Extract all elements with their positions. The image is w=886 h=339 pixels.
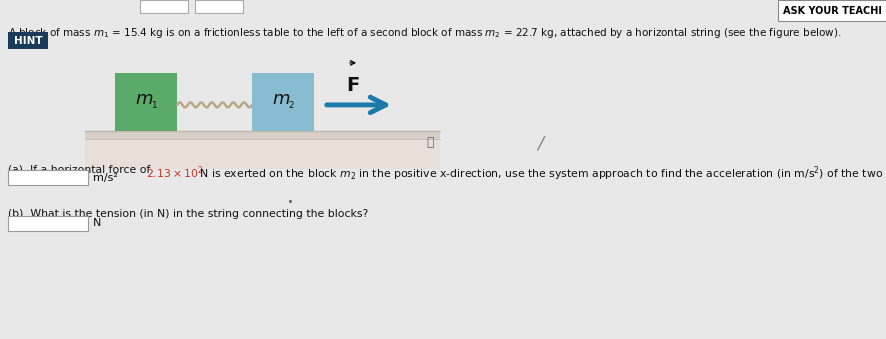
Text: $m$: $m$: [135, 90, 153, 108]
Text: (a)  If a horizontal force of: (a) If a horizontal force of: [8, 164, 154, 174]
Bar: [85, 131, 440, 139]
Text: A block of mass $m_1$ = 15.4 kg is on a frictionless table to the left of a seco: A block of mass $m_1$ = 15.4 kg is on a …: [8, 26, 842, 40]
Bar: [115, 73, 177, 131]
Text: ASK YOUR TEACHI: ASK YOUR TEACHI: [782, 5, 882, 16]
Text: N: N: [93, 219, 101, 228]
Text: /: /: [537, 134, 543, 152]
Bar: [85, 139, 440, 169]
Bar: [252, 73, 314, 131]
Text: $_1$: $_1$: [151, 99, 158, 112]
Bar: [778, 0, 886, 21]
Bar: [195, 0, 243, 13]
Bar: [140, 0, 188, 13]
Text: $2.13 \times 10^2$: $2.13 \times 10^2$: [146, 164, 204, 181]
Text: m/s²: m/s²: [93, 173, 118, 182]
Bar: [8, 32, 48, 49]
Bar: [8, 216, 88, 231]
Text: N is exerted on the block $m_2$ in the positive x-direction, use the system appr: N is exerted on the block $m_2$ in the p…: [196, 164, 886, 183]
Text: $m$: $m$: [272, 90, 290, 108]
Text: (b)  What is the tension (in N) in the string connecting the blocks?: (b) What is the tension (in N) in the st…: [8, 209, 369, 219]
Text: ⓘ: ⓘ: [426, 137, 434, 149]
Bar: [8, 170, 88, 185]
Text: $\mathbf{F}$: $\mathbf{F}$: [346, 77, 360, 95]
Text: HINT: HINT: [13, 36, 43, 45]
Text: $_2$: $_2$: [288, 99, 294, 112]
